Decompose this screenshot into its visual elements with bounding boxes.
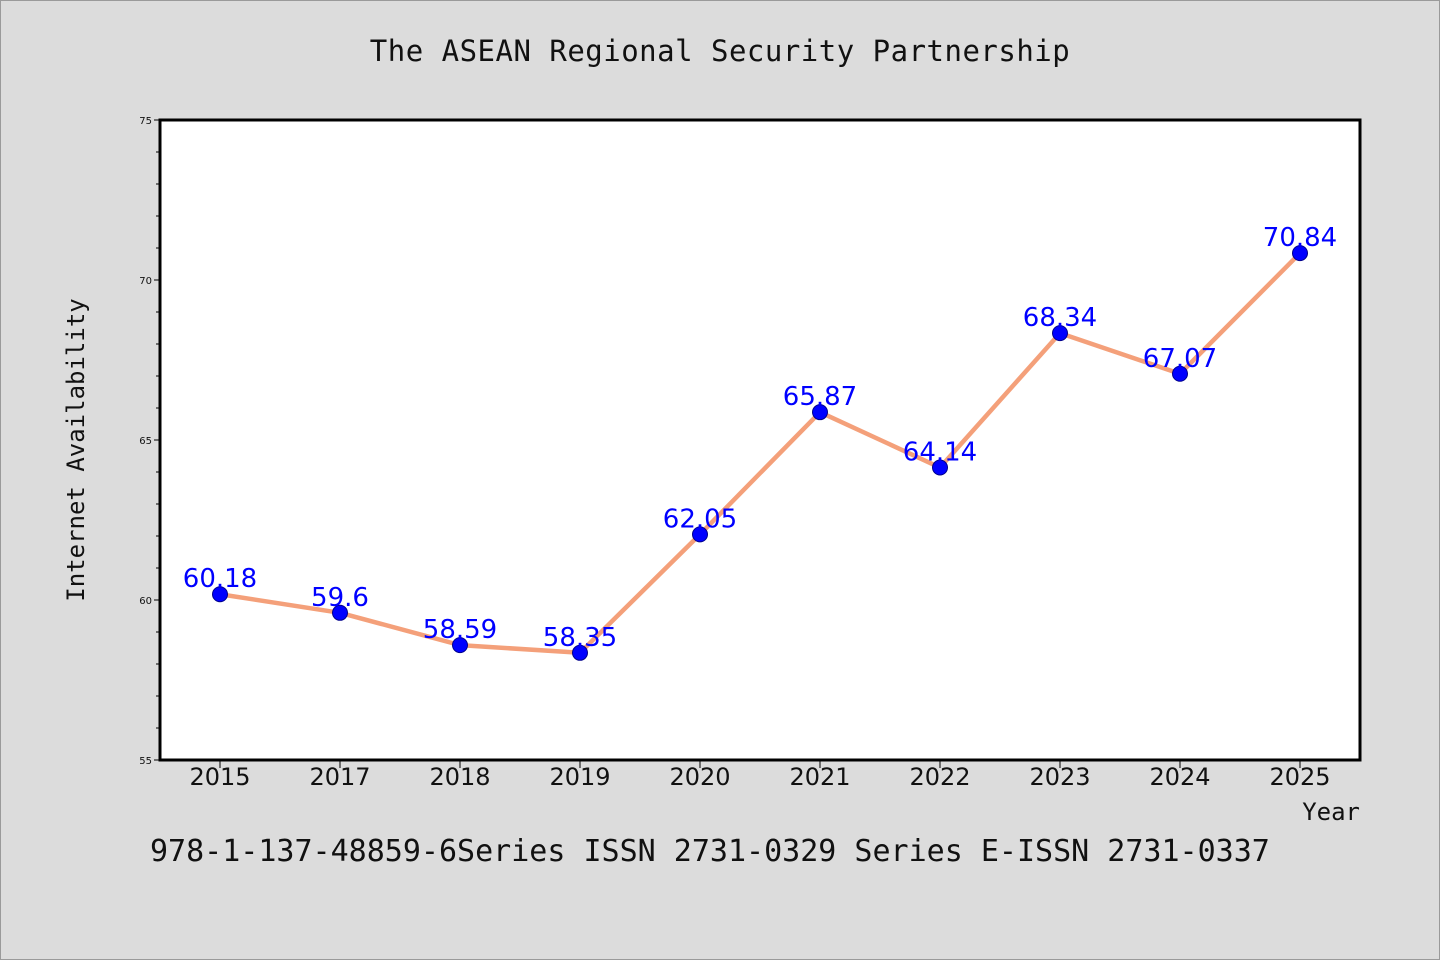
x-tick-label: 2017	[309, 763, 370, 791]
y-axis-label: Internet Availability	[62, 298, 90, 601]
data-point	[812, 404, 828, 421]
data-label: 65.87	[783, 382, 857, 412]
chart-title: The ASEAN Regional Security Partnership	[369, 34, 1071, 68]
x-tick-label: 2025	[1269, 763, 1330, 791]
data-label: 68.34	[1023, 303, 1097, 333]
series-markers	[212, 245, 1308, 661]
data-label: 60.18	[183, 564, 257, 594]
data-point	[692, 526, 708, 543]
x-tick-label: 2018	[429, 763, 490, 791]
data-label: 59.6	[311, 583, 369, 613]
plot-area	[158, 118, 1362, 762]
data-point	[332, 604, 348, 621]
x-tick-label: 2022	[909, 763, 970, 791]
data-point	[1292, 245, 1308, 262]
data-point	[932, 459, 948, 476]
x-tick-label: 2019	[549, 763, 610, 791]
y-tick-label: 60	[139, 596, 152, 607]
data-point	[572, 644, 588, 661]
x-axis: 2015 2017 2018 2019 2020 2021 2022 2023 2024 2025	[189, 760, 1331, 791]
x-tick-label: 2021	[789, 763, 850, 791]
data-label: 67.07	[1143, 344, 1217, 374]
data-labels: 60.18 59.6 58.59 58.35 62.05 65.87 64.14 68.34 6…	[183, 223, 1337, 653]
footer-isbn-text: 978-1-137-48859-6Series ISSN 2731-0329 S…	[150, 834, 1270, 869]
x-tick-label: 2020	[669, 763, 730, 791]
x-tick-label: 2023	[1029, 763, 1090, 791]
data-point	[1172, 365, 1188, 382]
data-label: 58.59	[423, 615, 497, 645]
data-point	[212, 586, 228, 603]
x-tick-label: 2015	[189, 763, 250, 791]
y-tick-label: 55	[139, 756, 152, 767]
y-tick-label: 75	[139, 116, 152, 127]
y-axis: 55 60 65 70 75	[139, 116, 160, 767]
series-line	[219, 251, 1302, 656]
data-label: 58.35	[543, 623, 617, 653]
y-tick-label: 70	[139, 276, 152, 287]
data-label: 70.84	[1263, 223, 1337, 253]
x-axis-label: Year	[1302, 798, 1360, 826]
data-point	[452, 637, 468, 654]
data-point	[1052, 325, 1068, 342]
x-tick-label: 2024	[1149, 763, 1210, 791]
data-label: 64.14	[903, 438, 977, 468]
data-label: 62.05	[663, 504, 737, 534]
y-tick-label: 65	[139, 436, 152, 447]
